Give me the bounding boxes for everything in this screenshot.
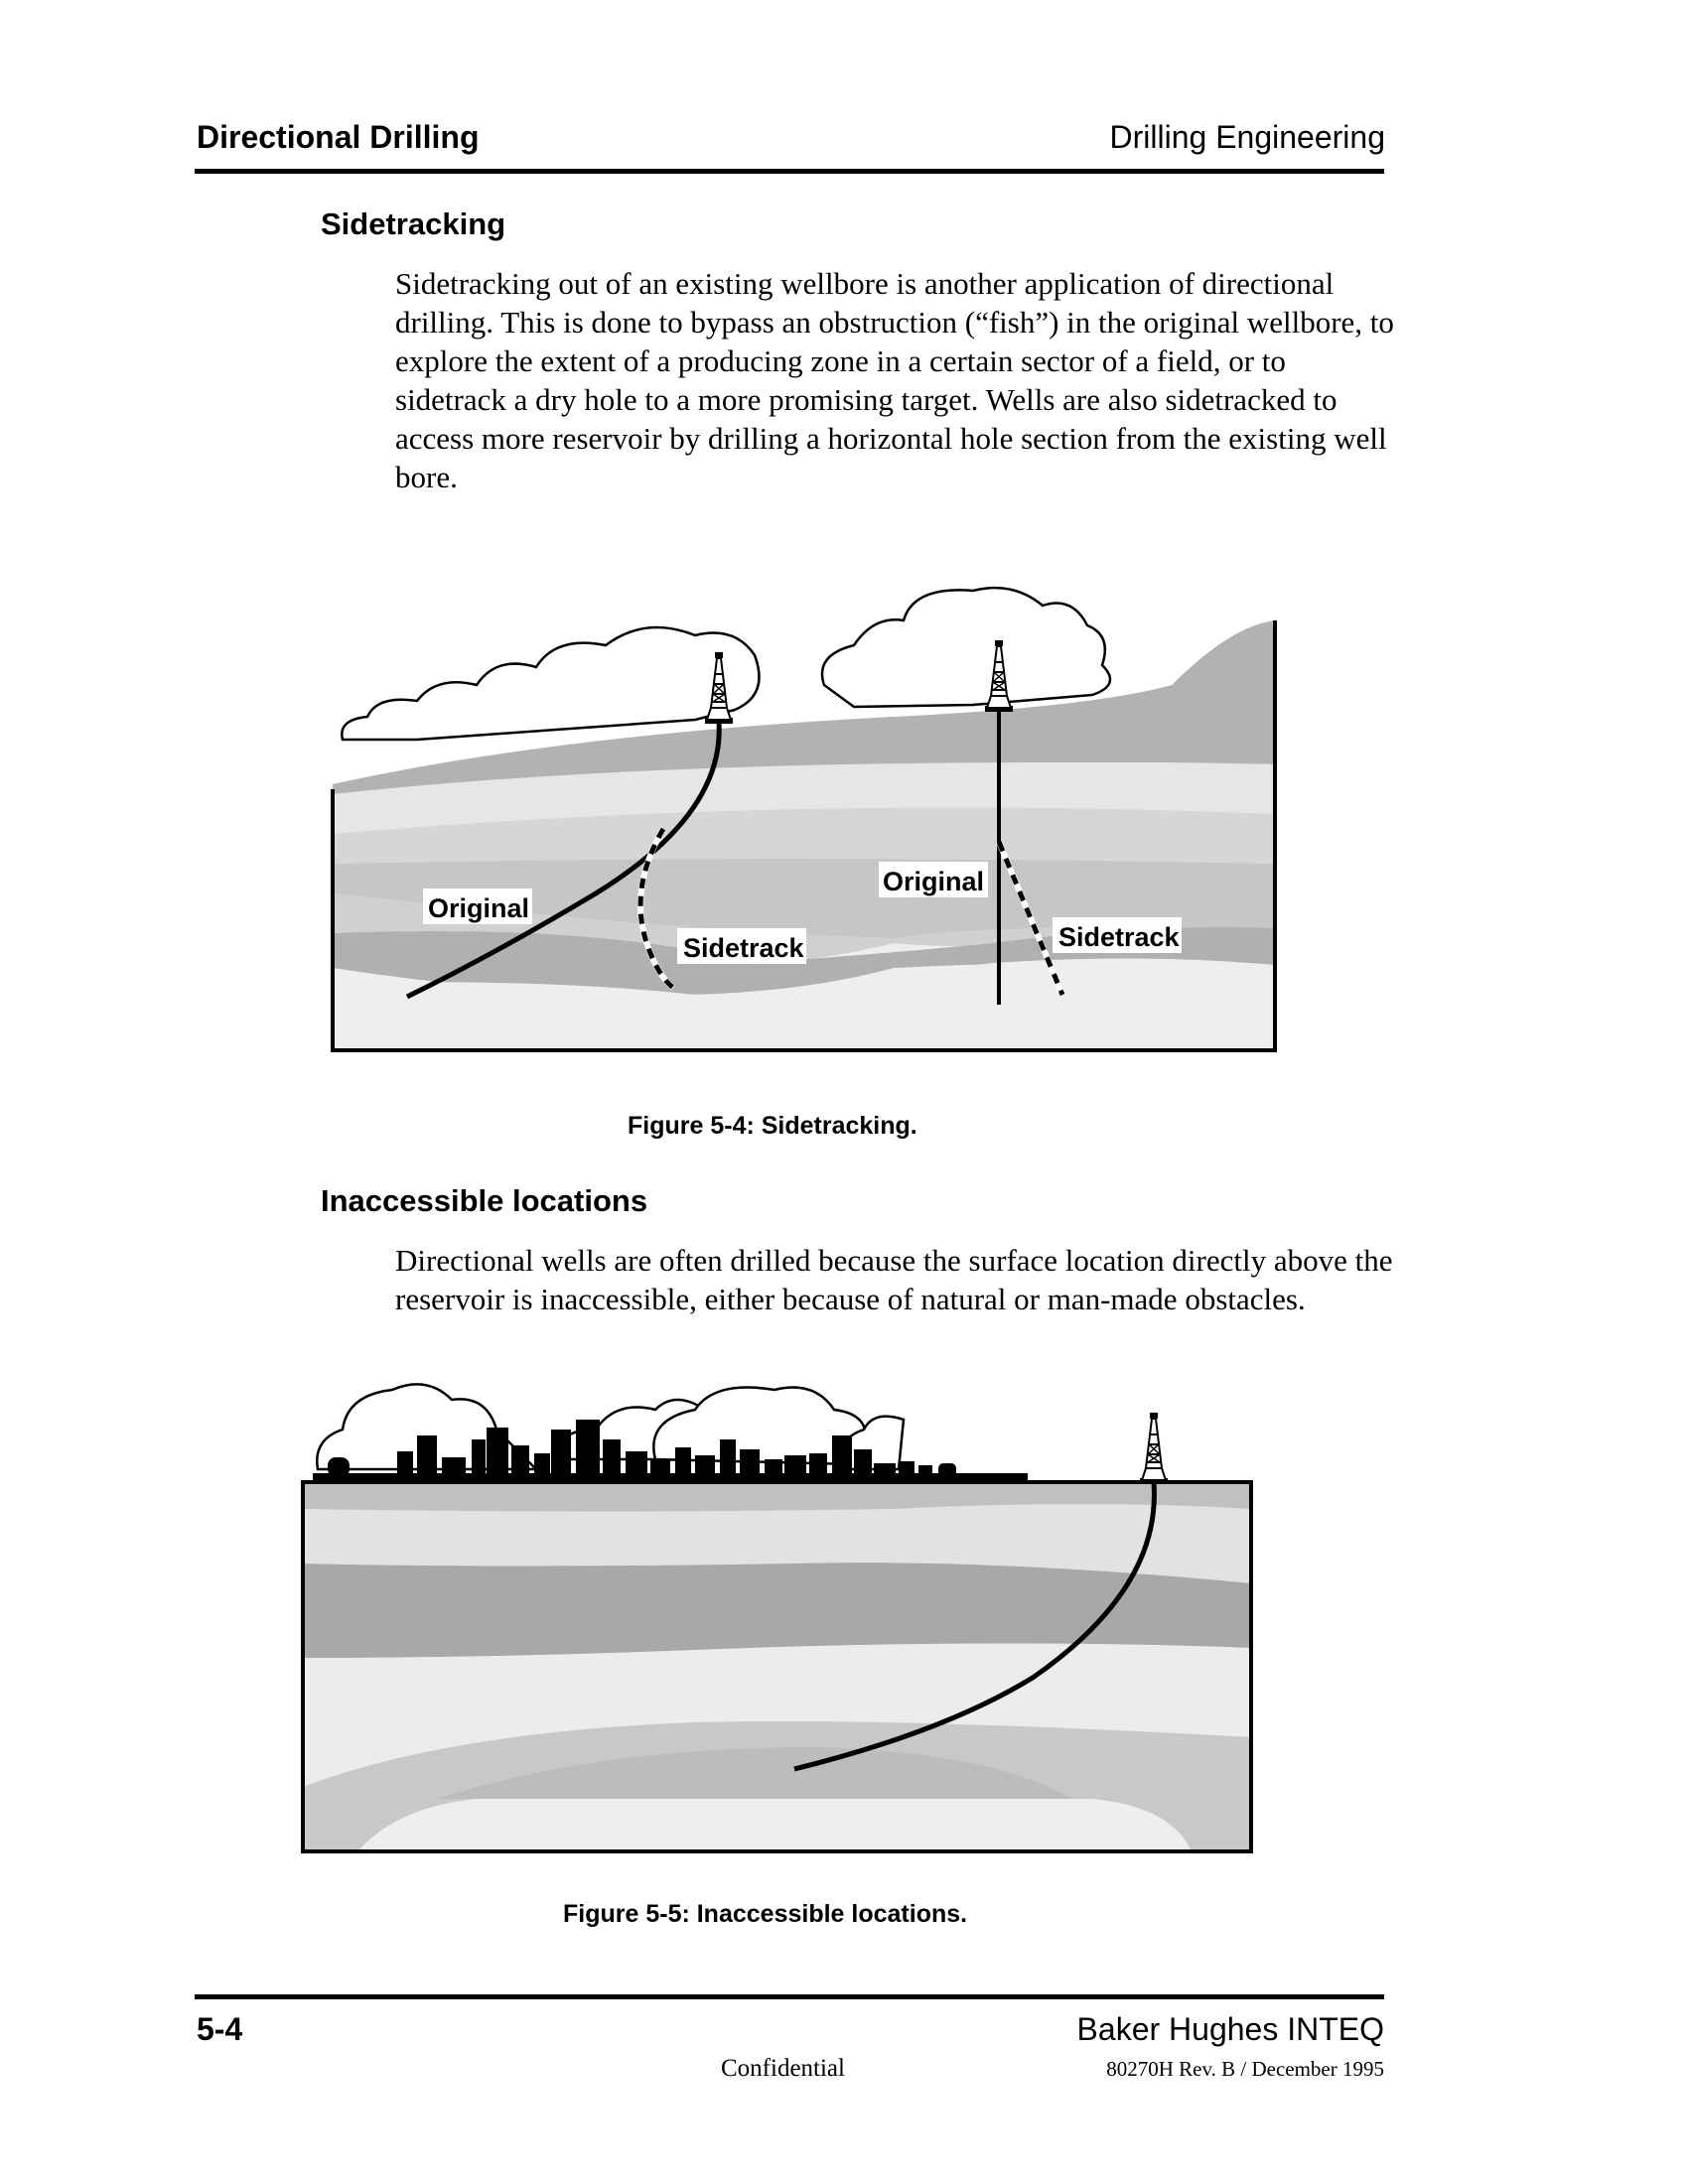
figure-caption-5-4: Figure 5-4: Sidetracking. bbox=[628, 1112, 917, 1140]
label-original-right-text: Original bbox=[883, 867, 984, 896]
figure-inaccessible-diagram bbox=[301, 1383, 1253, 1853]
paragraph-inaccessible: Directional wells are often drilled beca… bbox=[395, 1243, 1393, 1316]
section-heading-inaccessible: Inaccessible locations bbox=[321, 1183, 648, 1218]
label-original-right: Original bbox=[879, 862, 988, 897]
drilling-rig-icon bbox=[1139, 1412, 1169, 1485]
label-original-left: Original bbox=[423, 888, 532, 924]
footer-company: Baker Hughes INTEQ bbox=[1076, 2011, 1384, 2047]
section-heading-sidetracking: Sidetracking bbox=[321, 206, 506, 241]
header-left-title: Directional Drilling bbox=[197, 119, 480, 155]
footer-page-number: 5-4 bbox=[197, 2011, 243, 2047]
label-sidetrack-right: Sidetrack bbox=[1053, 917, 1182, 953]
footer-rule bbox=[195, 1994, 1384, 1999]
label-sidetrack-right-text: Sidetrack bbox=[1058, 922, 1181, 952]
label-original-left-text: Original bbox=[428, 893, 529, 923]
label-sidetrack-left-text: Sidetrack bbox=[683, 933, 805, 963]
paragraph-sidetracking: Sidetracking out of an existing wellbore… bbox=[395, 266, 1394, 494]
label-sidetrack-left: Sidetrack bbox=[677, 928, 806, 964]
header-rule bbox=[195, 169, 1384, 174]
figure-sidetracking-diagram: Original Sidetrack Original Sidetrack bbox=[331, 586, 1277, 1052]
header-right-title: Drilling Engineering bbox=[1109, 119, 1385, 155]
figure-caption-5-5: Figure 5-5: Inaccessible locations. bbox=[563, 1900, 968, 1928]
footer-confidential: Confidential bbox=[721, 2055, 845, 2082]
footer-doc-ref: 80270H Rev. B / December 1995 bbox=[1106, 2057, 1384, 2081]
cloud-icon bbox=[341, 586, 1112, 742]
city-skyline-icon bbox=[313, 1420, 1028, 1483]
